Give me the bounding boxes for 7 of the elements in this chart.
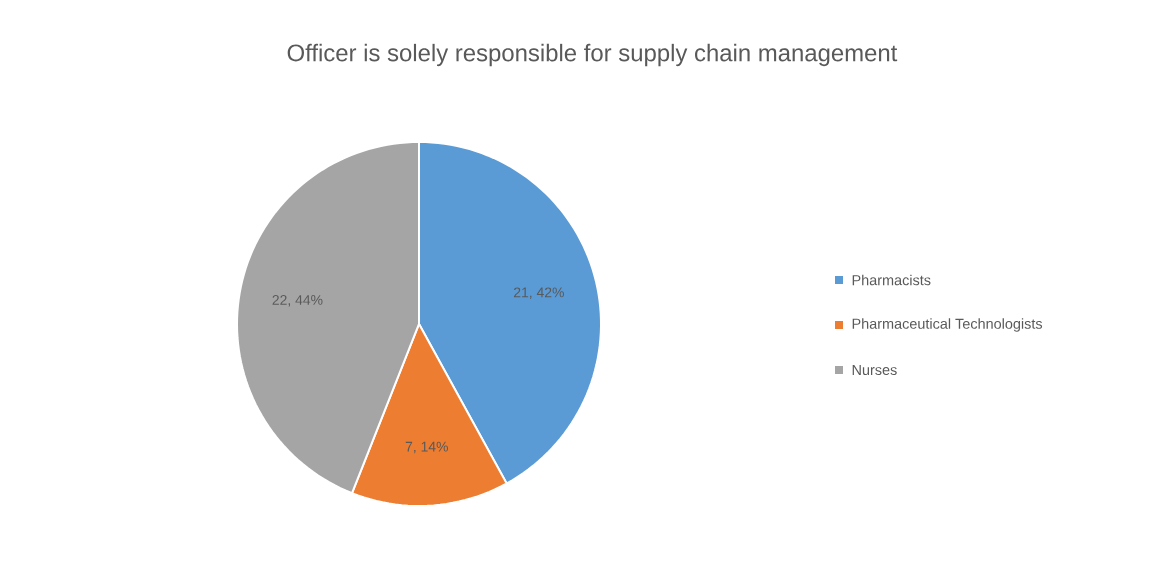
- legend-label: Pharmaceutical Technologists: [852, 318, 1043, 332]
- legend-label: Pharmacists: [852, 274, 931, 286]
- data-label: 7, 14%: [405, 441, 448, 454]
- chart-title: Officer is solely responsible for supply chain management: [287, 43, 898, 67]
- data-label: 21, 42%: [513, 287, 564, 299]
- data-label: 22, 44%: [272, 295, 323, 307]
- legend-label: Nurses: [852, 364, 897, 376]
